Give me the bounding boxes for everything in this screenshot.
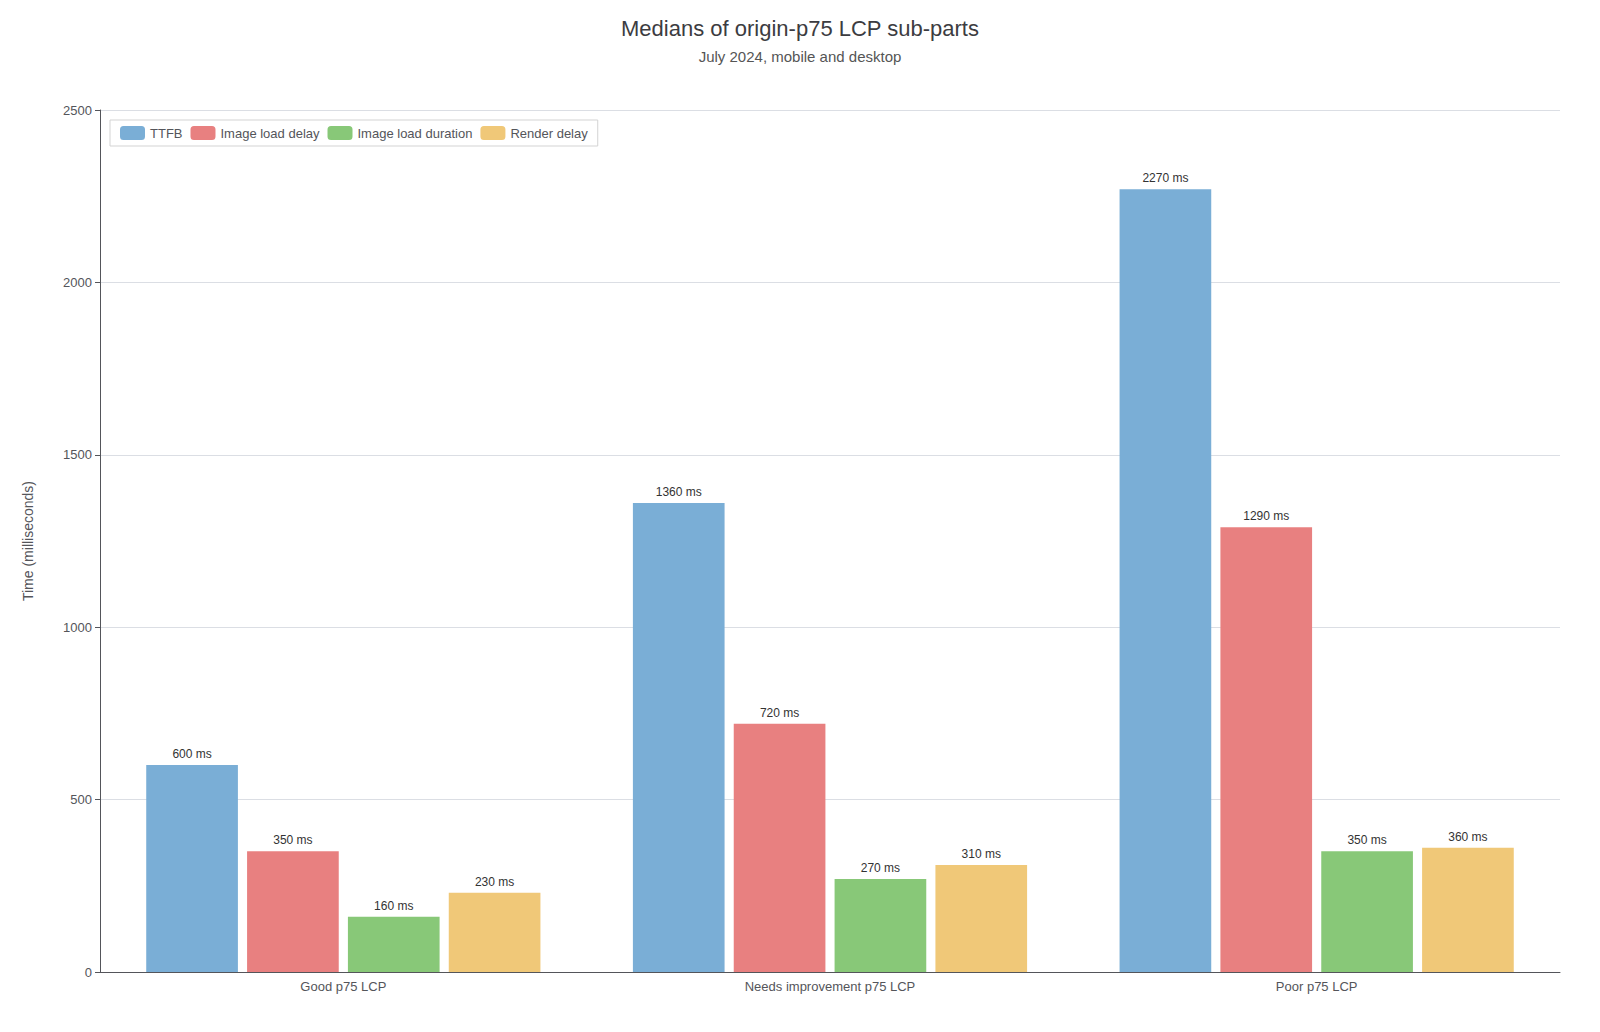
svg-text:600 ms: 600 ms [172,747,211,761]
svg-text:350 ms: 350 ms [1347,833,1386,847]
svg-text:1000: 1000 [63,620,92,635]
svg-text:Time (milliseconds): Time (milliseconds) [20,481,36,601]
svg-text:1500: 1500 [63,447,92,462]
svg-text:Poor p75 LCP: Poor p75 LCP [1276,979,1358,994]
svg-text:310 ms: 310 ms [962,847,1001,861]
svg-text:Render delay: Render delay [510,126,588,141]
svg-text:2000: 2000 [63,275,92,290]
svg-text:360 ms: 360 ms [1448,830,1487,844]
svg-text:Image load delay: Image load delay [220,126,320,141]
svg-text:Image load duration: Image load duration [358,126,473,141]
svg-text:230 ms: 230 ms [475,875,514,889]
svg-text:720 ms: 720 ms [760,706,799,720]
svg-text:Good p75 LCP: Good p75 LCP [300,979,386,994]
svg-text:350 ms: 350 ms [273,833,312,847]
svg-text:1290 ms: 1290 ms [1243,509,1289,523]
svg-text:Needs improvement p75 LCP: Needs improvement p75 LCP [745,979,916,994]
svg-text:160 ms: 160 ms [374,899,413,913]
svg-text:July 2024, mobile and desktop: July 2024, mobile and desktop [699,48,902,65]
svg-text:1360 ms: 1360 ms [656,485,702,499]
svg-text:2270 ms: 2270 ms [1142,171,1188,185]
svg-text:0: 0 [85,965,92,980]
svg-text:270 ms: 270 ms [861,861,900,875]
svg-text:500: 500 [70,792,92,807]
svg-text:TTFB: TTFB [150,126,183,141]
svg-text:2500: 2500 [63,103,92,118]
svg-text:Medians of origin-p75 LCP sub-: Medians of origin-p75 LCP sub-parts [621,16,979,41]
